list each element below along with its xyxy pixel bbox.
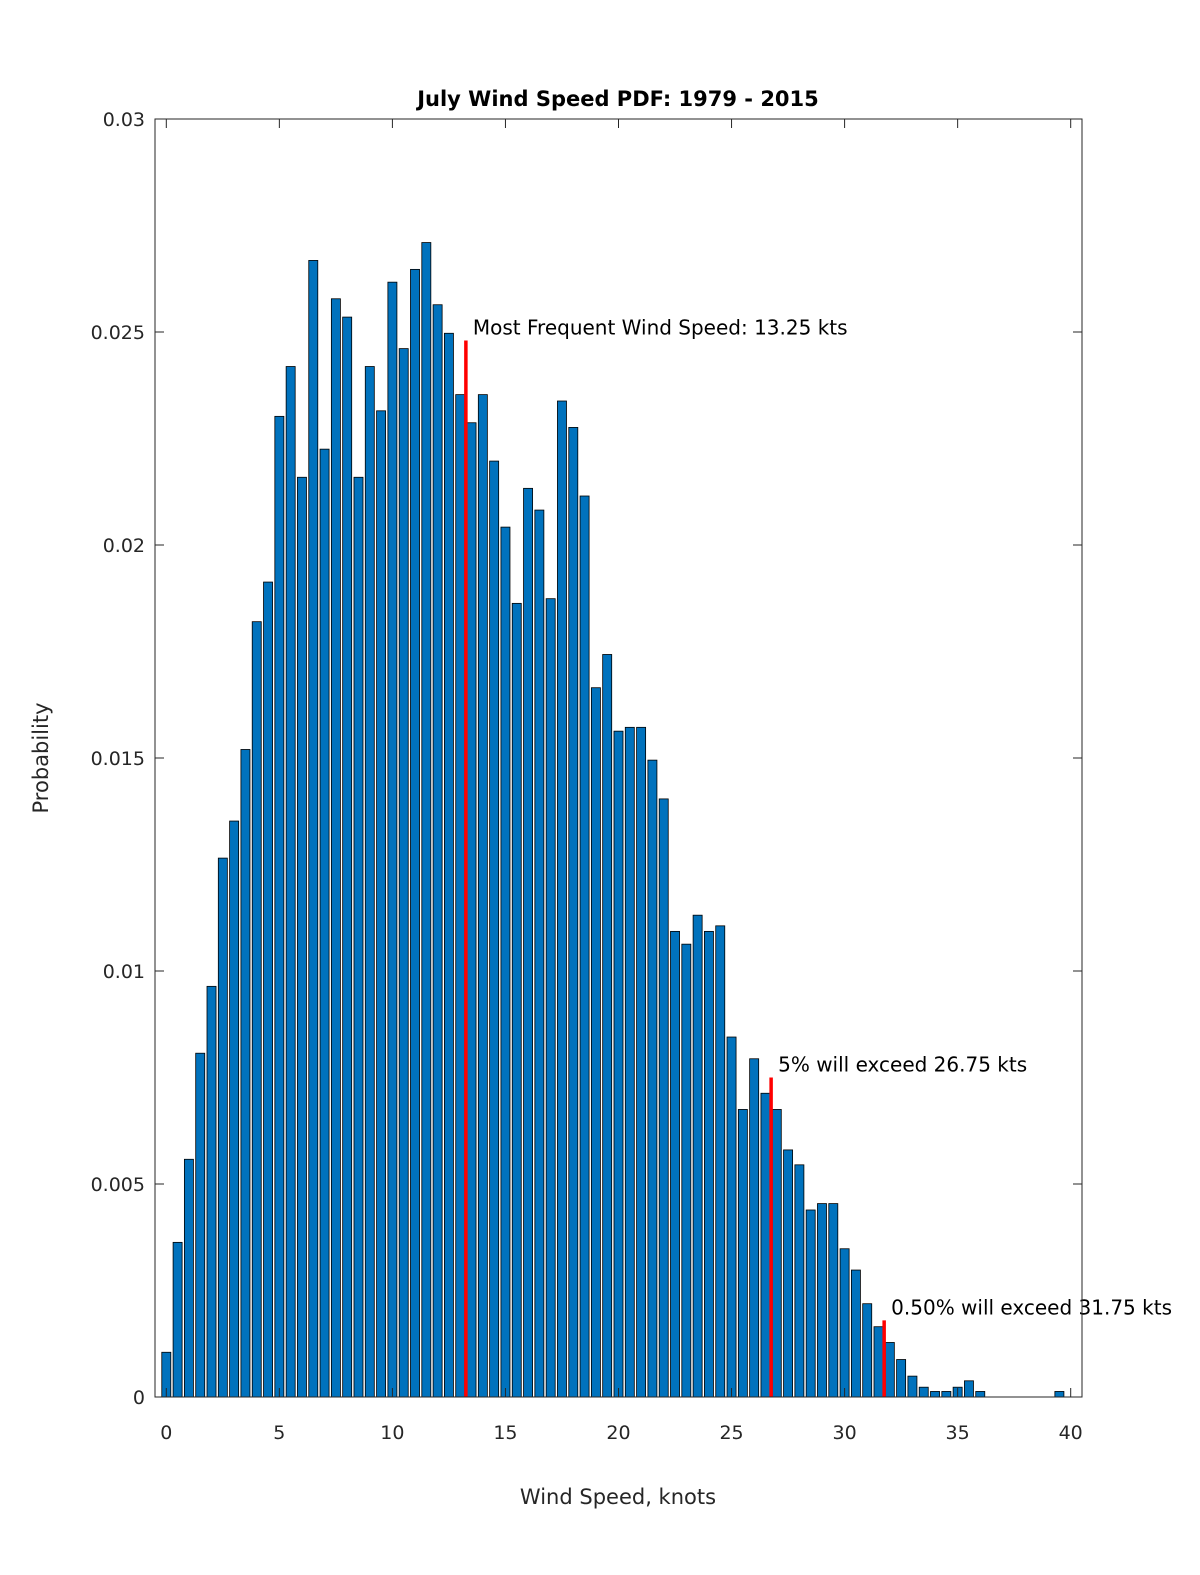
bars-group [161,242,1065,1398]
bar [387,281,398,1398]
bar [647,759,658,1398]
bar [964,1380,974,1398]
bar [975,1391,986,1398]
bar [590,687,601,1398]
y-axis: 0 0.005 0.01 0.015 0.02 0.025 0.03 [91,109,1082,1409]
markers-group: Most Frequent Wind Speed: 13.25 kts 5% wi… [464,316,1172,1397]
bar [376,410,387,1398]
bar [568,427,579,1398]
x-tick-label: 10 [380,1422,404,1444]
bar [1054,1391,1065,1398]
bar [817,1203,827,1398]
marker-annotation: 0.50% will exceed 31.75 kts [891,1295,1172,1319]
x-tick-label: 30 [833,1422,857,1444]
bar [330,298,341,1398]
chart-title: July Wind Speed PDF: 1979 - 2015 [415,87,819,111]
bar [455,394,466,1398]
bar [715,925,726,1398]
bar [217,857,228,1398]
x-axis-label: Wind Speed, knots [520,1485,716,1509]
bar [206,985,217,1398]
x-tick-label: 20 [606,1422,630,1444]
bar [500,526,511,1398]
bar [229,820,240,1398]
bar [421,242,432,1398]
y-tick-label: 0.02 [103,535,145,557]
bar [681,943,692,1398]
bar [523,487,533,1398]
bar [240,749,251,1398]
bar [319,448,330,1398]
bar [692,914,703,1398]
bar [489,460,500,1398]
y-tick-label: 0.025 [91,322,145,344]
marker-annotation: Most Frequent Wind Speed: 13.25 kts [473,316,848,340]
bar [850,1269,861,1398]
bar [896,1359,907,1398]
bar [862,1303,873,1398]
marker-annotation: 5% will exceed 26.75 kts [778,1053,1027,1077]
bar [737,1109,748,1398]
bar [930,1391,940,1398]
x-axis: 0 5 10 15 20 25 30 35 40 [160,119,1083,1444]
bar [726,1036,737,1398]
bar [410,268,420,1398]
bar [172,1241,183,1398]
bar [477,394,488,1398]
bar [353,476,364,1398]
bar [794,1164,805,1398]
bar [274,415,285,1398]
y-tick-label: 0 [133,1387,145,1409]
x-tick-label: 40 [1059,1422,1083,1444]
x-tick-label: 5 [273,1422,285,1444]
bar [783,1149,793,1398]
y-axis-label: Probability [29,702,53,813]
bar [432,304,443,1398]
bar [771,1109,782,1398]
x-tick-label: 0 [160,1422,172,1444]
bar [884,1342,895,1398]
bar [658,798,669,1398]
y-tick-label: 0.015 [91,748,145,770]
bar [511,602,522,1398]
x-tick-label: 35 [946,1422,970,1444]
bar [873,1326,884,1398]
bar [704,930,714,1398]
bar [670,930,680,1398]
bar [918,1386,929,1398]
bar [545,598,556,1398]
bar [805,1209,816,1398]
bar [941,1391,952,1398]
y-tick-label: 0.005 [91,1174,145,1196]
bar [364,366,375,1398]
bar [263,581,273,1398]
x-tick-label: 15 [493,1422,517,1444]
bar [749,1058,760,1398]
bar [636,726,647,1398]
y-tick-label: 0.03 [103,109,145,131]
bar [907,1375,918,1398]
bar [760,1092,771,1398]
bar [534,509,545,1398]
bar [602,654,613,1398]
bar [839,1248,850,1398]
bar [342,316,353,1398]
bar [557,400,567,1398]
bar [251,621,262,1398]
x-tick-label: 25 [719,1422,743,1444]
bar [285,366,296,1398]
bar [195,1052,206,1398]
bar [828,1203,839,1398]
bar [579,495,590,1398]
bar [613,730,624,1398]
bar [466,422,477,1398]
bar [443,332,454,1398]
bar [297,476,307,1398]
y-tick-label: 0.01 [103,961,145,983]
bar [624,726,635,1398]
bar [183,1158,194,1398]
bar [398,348,409,1398]
bar [308,260,319,1398]
